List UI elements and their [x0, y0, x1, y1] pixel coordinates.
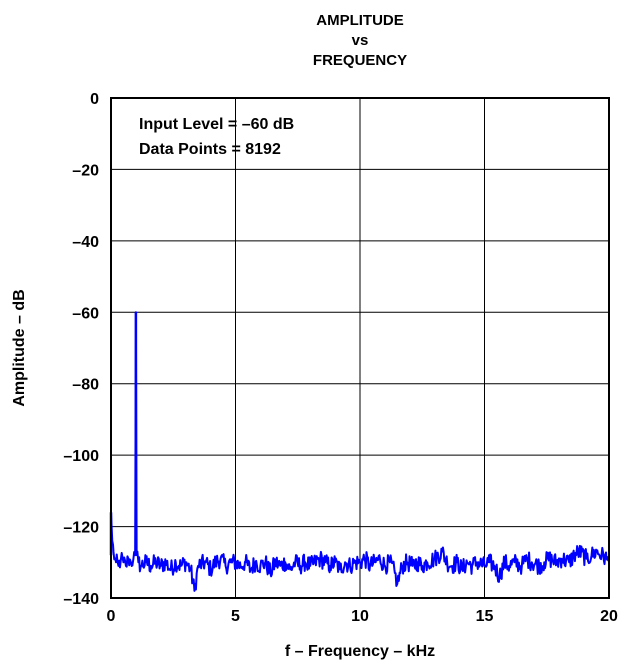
- spectrum-line: [110, 311, 610, 592]
- chart-title-line-1: AMPLITUDE: [316, 12, 404, 29]
- x-tick-label: 0: [107, 608, 116, 625]
- y-tick-label: –100: [63, 448, 99, 465]
- y-tick-label: –60: [72, 305, 99, 322]
- y-tick-label: –140: [63, 591, 99, 608]
- plot-frame: [110, 97, 610, 599]
- y-tick-label: –120: [63, 520, 99, 537]
- x-tick-label: 15: [476, 608, 494, 625]
- annotation-input-level: Input Level = –60 dB: [139, 116, 294, 133]
- annotation-data-points: Data Points = 8192: [139, 141, 281, 158]
- x-tick-label: 20: [600, 608, 618, 625]
- y-tick-label: –20: [72, 162, 99, 179]
- gridlines: [111, 98, 609, 598]
- chart-title-line-2: vs: [352, 32, 369, 49]
- chart-title: AMPLITUDE vs FREQUENCY: [313, 12, 407, 69]
- x-axis-tick-labels: 0 5 10 15 20: [107, 608, 618, 625]
- x-tick-label: 10: [351, 608, 369, 625]
- y-tick-label: –40: [72, 234, 99, 251]
- annotation-box: Input Level = –60 dB Data Points = 8192: [139, 116, 294, 158]
- x-tick-label: 5: [231, 608, 240, 625]
- y-tick-label: 0: [90, 91, 99, 108]
- y-axis-label: Amplitude – dB: [11, 289, 28, 406]
- y-tick-label: –80: [72, 377, 99, 394]
- y-axis-tick-labels: 0 –20 –40 –60 –80 –100 –120 –140: [63, 91, 99, 608]
- x-axis-label: f – Frequency – kHz: [285, 643, 435, 660]
- chart-title-line-3: FREQUENCY: [313, 52, 407, 69]
